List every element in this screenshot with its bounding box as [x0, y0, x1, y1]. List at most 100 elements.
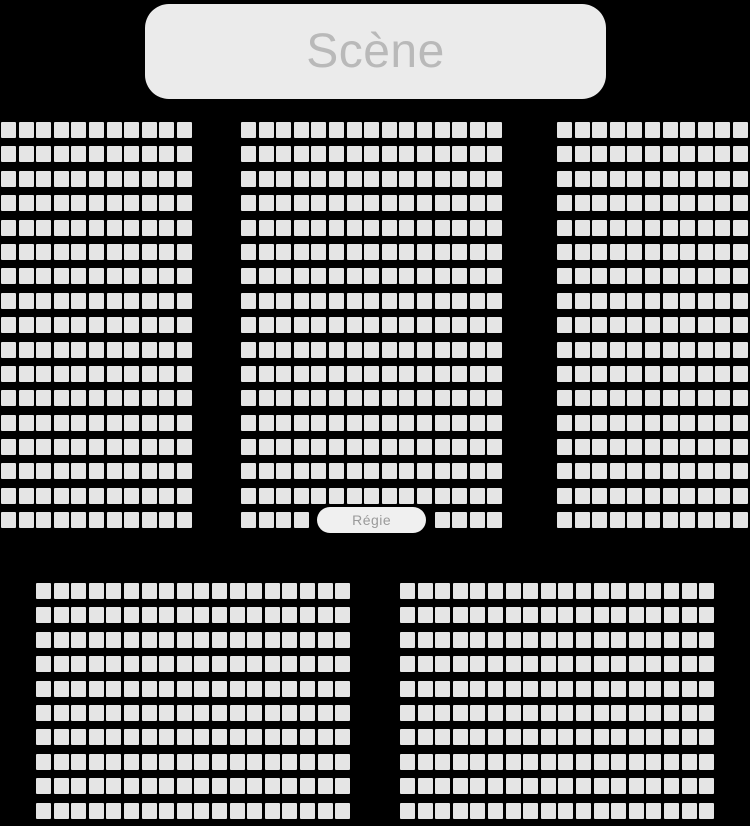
- seat[interactable]: [36, 146, 52, 163]
- seat[interactable]: [18, 219, 34, 236]
- seat[interactable]: [141, 195, 157, 212]
- seat[interactable]: [434, 317, 450, 334]
- seat[interactable]: [241, 341, 256, 358]
- seat[interactable]: [282, 778, 298, 795]
- seat[interactable]: [106, 268, 122, 285]
- seat[interactable]: [141, 607, 157, 624]
- seat[interactable]: [381, 463, 397, 480]
- seat[interactable]: [124, 219, 140, 236]
- seat[interactable]: [123, 631, 139, 648]
- seat[interactable]: [53, 439, 69, 456]
- seat[interactable]: [71, 704, 87, 721]
- seat[interactable]: [123, 680, 139, 697]
- seat[interactable]: [36, 268, 52, 285]
- seat[interactable]: [540, 802, 556, 819]
- seat[interactable]: [715, 243, 731, 260]
- seat[interactable]: [452, 583, 468, 599]
- seat[interactable]: [1, 512, 16, 529]
- seat[interactable]: [470, 778, 486, 795]
- seat[interactable]: [328, 268, 344, 285]
- seat[interactable]: [452, 512, 468, 529]
- seat[interactable]: [732, 292, 748, 309]
- seat[interactable]: [487, 463, 503, 480]
- seat[interactable]: [732, 317, 748, 334]
- seat[interactable]: [53, 607, 69, 624]
- seat[interactable]: [141, 680, 157, 697]
- seat[interactable]: [381, 341, 397, 358]
- seat[interactable]: [381, 390, 397, 407]
- seat[interactable]: [680, 219, 696, 236]
- seat[interactable]: [592, 365, 608, 382]
- seat[interactable]: [71, 170, 87, 187]
- seat[interactable]: [264, 583, 280, 599]
- seat[interactable]: [141, 365, 157, 382]
- seat[interactable]: [400, 583, 415, 599]
- seat[interactable]: [123, 802, 139, 819]
- seat[interactable]: [611, 607, 627, 624]
- seat[interactable]: [523, 778, 539, 795]
- seat[interactable]: [71, 219, 87, 236]
- seat[interactable]: [36, 170, 52, 187]
- seat[interactable]: [141, 729, 157, 746]
- seat[interactable]: [141, 341, 157, 358]
- seat[interactable]: [558, 607, 574, 624]
- seat[interactable]: [71, 802, 87, 819]
- seat[interactable]: [141, 656, 157, 673]
- seat[interactable]: [681, 607, 697, 624]
- seat[interactable]: [106, 122, 122, 138]
- seat[interactable]: [470, 607, 486, 624]
- seat[interactable]: [159, 170, 175, 187]
- seat[interactable]: [311, 414, 327, 431]
- seat[interactable]: [505, 778, 521, 795]
- seat[interactable]: [400, 631, 415, 648]
- seat[interactable]: [381, 439, 397, 456]
- seat[interactable]: [593, 583, 609, 599]
- seat[interactable]: [88, 463, 104, 480]
- seat[interactable]: [416, 195, 432, 212]
- seat[interactable]: [276, 317, 292, 334]
- seat[interactable]: [124, 268, 140, 285]
- seat[interactable]: [470, 656, 486, 673]
- seat[interactable]: [106, 778, 122, 795]
- seat[interactable]: [88, 146, 104, 163]
- seat[interactable]: [732, 365, 748, 382]
- seat[interactable]: [540, 631, 556, 648]
- seat[interactable]: [276, 463, 292, 480]
- seat[interactable]: [681, 704, 697, 721]
- seat[interactable]: [680, 390, 696, 407]
- seat[interactable]: [435, 583, 451, 599]
- seat[interactable]: [505, 656, 521, 673]
- seat[interactable]: [611, 631, 627, 648]
- seat[interactable]: [106, 680, 122, 697]
- seat[interactable]: [558, 802, 574, 819]
- seat[interactable]: [680, 365, 696, 382]
- seat[interactable]: [417, 802, 433, 819]
- seat[interactable]: [36, 243, 52, 260]
- seat[interactable]: [609, 512, 625, 529]
- seat[interactable]: [646, 656, 662, 673]
- seat[interactable]: [417, 778, 433, 795]
- seat[interactable]: [88, 680, 104, 697]
- seat[interactable]: [627, 512, 643, 529]
- seat[interactable]: [18, 487, 34, 504]
- seat[interactable]: [18, 292, 34, 309]
- seat[interactable]: [732, 195, 748, 212]
- seat[interactable]: [452, 487, 468, 504]
- seat[interactable]: [247, 680, 263, 697]
- seat[interactable]: [417, 607, 433, 624]
- seat[interactable]: [106, 292, 122, 309]
- seat[interactable]: [282, 656, 298, 673]
- seat[interactable]: [53, 656, 69, 673]
- seat[interactable]: [558, 631, 574, 648]
- seat[interactable]: [311, 439, 327, 456]
- seat[interactable]: [141, 778, 157, 795]
- seat[interactable]: [241, 195, 256, 212]
- seat[interactable]: [627, 195, 643, 212]
- seat[interactable]: [123, 778, 139, 795]
- seat[interactable]: [715, 414, 731, 431]
- seat[interactable]: [141, 583, 157, 599]
- seat[interactable]: [159, 512, 175, 529]
- seat[interactable]: [276, 487, 292, 504]
- seat[interactable]: [644, 487, 660, 504]
- seat[interactable]: [159, 122, 175, 138]
